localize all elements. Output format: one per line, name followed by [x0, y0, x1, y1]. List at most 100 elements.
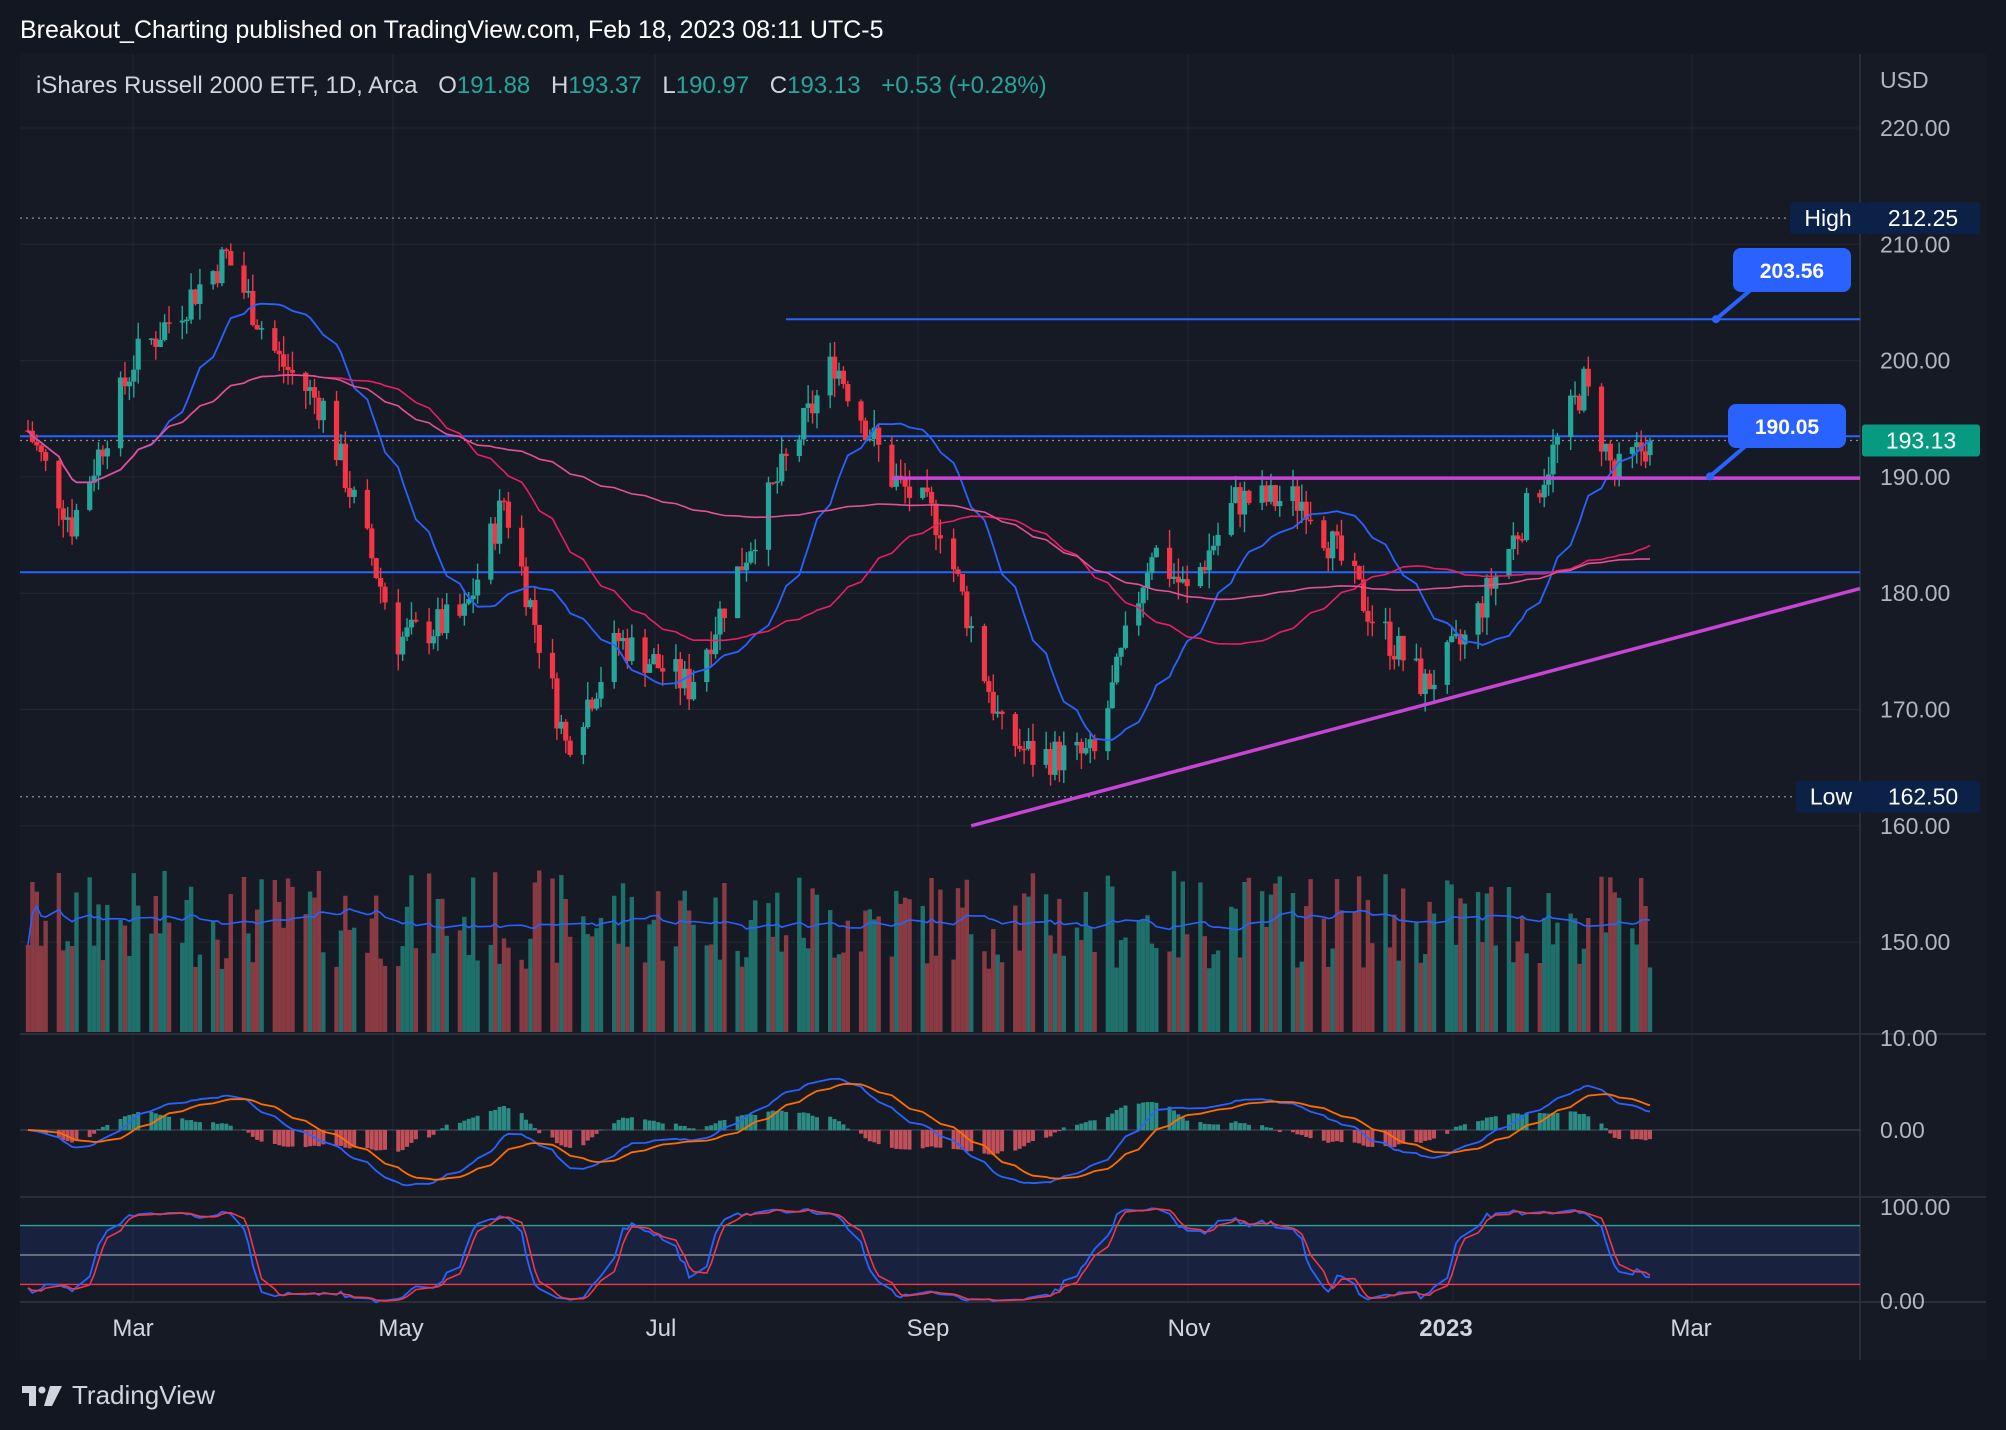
low-label: L [662, 72, 676, 99]
candle-body-47 [311, 387, 318, 398]
volume-bar-234 [1462, 903, 1468, 1032]
candle-body-178 [1118, 647, 1124, 657]
candle-body-74 [474, 579, 481, 596]
macd-hist-220 [1383, 1130, 1388, 1147]
candle-body-3 [38, 445, 44, 453]
volume-bar-86 [554, 962, 560, 1032]
candle-body-50 [333, 400, 340, 461]
candle-body-121 [770, 482, 776, 484]
macd-hist-251 [1573, 1111, 1578, 1131]
volume-bar-208 [1304, 906, 1309, 1032]
candle-body-143 [902, 476, 908, 487]
ema-slow-line [27, 374, 1651, 601]
candle-body-70 [457, 604, 463, 616]
candle-body-25 [179, 320, 185, 323]
candle-body-227 [1422, 673, 1428, 695]
volume-bar-168 [1057, 898, 1062, 1032]
volume-bar-165 [1043, 894, 1049, 1032]
macd-hist-85 [550, 1130, 555, 1138]
macd-hist-263 [1643, 1130, 1648, 1141]
volume-bar-1 [30, 881, 35, 1032]
macd-hist-231 [1449, 1129, 1454, 1131]
candle-body-117 [743, 562, 750, 571]
volume-bar-154 [969, 934, 974, 1032]
tradingview-brand[interactable]: TradingView [72, 1380, 216, 1410]
macd-hist-78 [502, 1106, 507, 1131]
volume-bar-126 [801, 937, 806, 1032]
macd-hist-221 [1387, 1130, 1392, 1148]
macd-hist-30 [211, 1122, 216, 1131]
month-label: Mar [112, 1315, 153, 1342]
volume-bar-22 [158, 933, 163, 1032]
volume-bar-196 [1233, 908, 1238, 1032]
callout-190-dot [1706, 472, 1714, 481]
volume-bar-236 [1480, 942, 1485, 1032]
macd-hist-15 [118, 1118, 123, 1131]
macd-hist-179 [1123, 1105, 1128, 1131]
candle-body-85 [549, 652, 556, 679]
macd-hist-260 [1630, 1130, 1635, 1140]
macd-hist-214 [1339, 1130, 1344, 1143]
volume-bar-252 [1577, 963, 1582, 1032]
candle-body-134 [845, 384, 851, 402]
macd-hist-185 [1167, 1106, 1172, 1131]
macd-hist-239 [1493, 1116, 1498, 1131]
macd-hist-138 [872, 1130, 877, 1143]
macd-hist-19 [136, 1112, 141, 1131]
volume-bar-260 [1630, 928, 1635, 1032]
tradingview-logo-icon [22, 1385, 62, 1406]
candle-body-240 [1506, 549, 1512, 576]
volume-bar-2 [34, 891, 40, 1032]
macd-hist-25 [180, 1118, 185, 1131]
macd-hist-248 [1551, 1112, 1556, 1131]
macd-hist-139 [876, 1130, 881, 1145]
macd-hist-236 [1480, 1120, 1485, 1131]
candle-body-102 [651, 654, 657, 665]
candle-body-235 [1475, 603, 1481, 635]
macd-hist-124 [784, 1111, 789, 1131]
macd-hist-106 [678, 1125, 683, 1131]
macd-hist-258 [1612, 1130, 1617, 1138]
volume-bar-143 [902, 897, 908, 1032]
macd-hist-257 [1608, 1130, 1613, 1134]
macd-hist-83 [532, 1128, 537, 1131]
moving-averages [27, 302, 1651, 742]
macd-hist-104 [660, 1123, 665, 1131]
volume-bar-164 [1030, 873, 1036, 1032]
price-tick-label: 170.00 [1880, 697, 1950, 723]
candle-body-201 [1263, 485, 1270, 502]
candle-body-210 [1321, 520, 1327, 549]
candle-body-8 [69, 517, 75, 537]
macd-hist-192 [1207, 1124, 1212, 1131]
candle-body-36 [245, 290, 251, 293]
volume-bar-111 [708, 944, 714, 1032]
macd-hist-253 [1581, 1113, 1586, 1131]
volume-bar-237 [1484, 893, 1490, 1032]
candle-body-98 [624, 638, 631, 662]
volume-bar-110 [704, 945, 709, 1032]
macd-hist-235 [1476, 1121, 1481, 1131]
macd-hist-14 [105, 1124, 110, 1131]
macd-hist-10 [87, 1130, 92, 1138]
candle-body-160 [1012, 714, 1018, 746]
open-label: O [438, 72, 457, 99]
candle-body-28 [192, 289, 199, 304]
volume-bar-177 [1114, 967, 1119, 1032]
candle-body-165 [1043, 749, 1049, 765]
candle-body-113 [717, 608, 723, 635]
volume-bar-194 [1215, 950, 1221, 1032]
volume-bar-145 [920, 905, 925, 1032]
candlesticks [25, 243, 1653, 786]
macd-hist-129 [814, 1117, 819, 1131]
volume-bar-64 [413, 948, 419, 1032]
macd-hist-101 [647, 1120, 652, 1131]
candle-body-108 [686, 668, 692, 700]
volume-bar-7 [65, 941, 70, 1032]
candle-body-206 [1294, 486, 1300, 511]
candle-body-151 [955, 569, 961, 575]
macd-hist-68 [440, 1128, 445, 1131]
macd-hist-92 [590, 1130, 595, 1138]
volume-bar-127 [805, 948, 811, 1032]
callout-190: 190.05 [1755, 416, 1820, 439]
